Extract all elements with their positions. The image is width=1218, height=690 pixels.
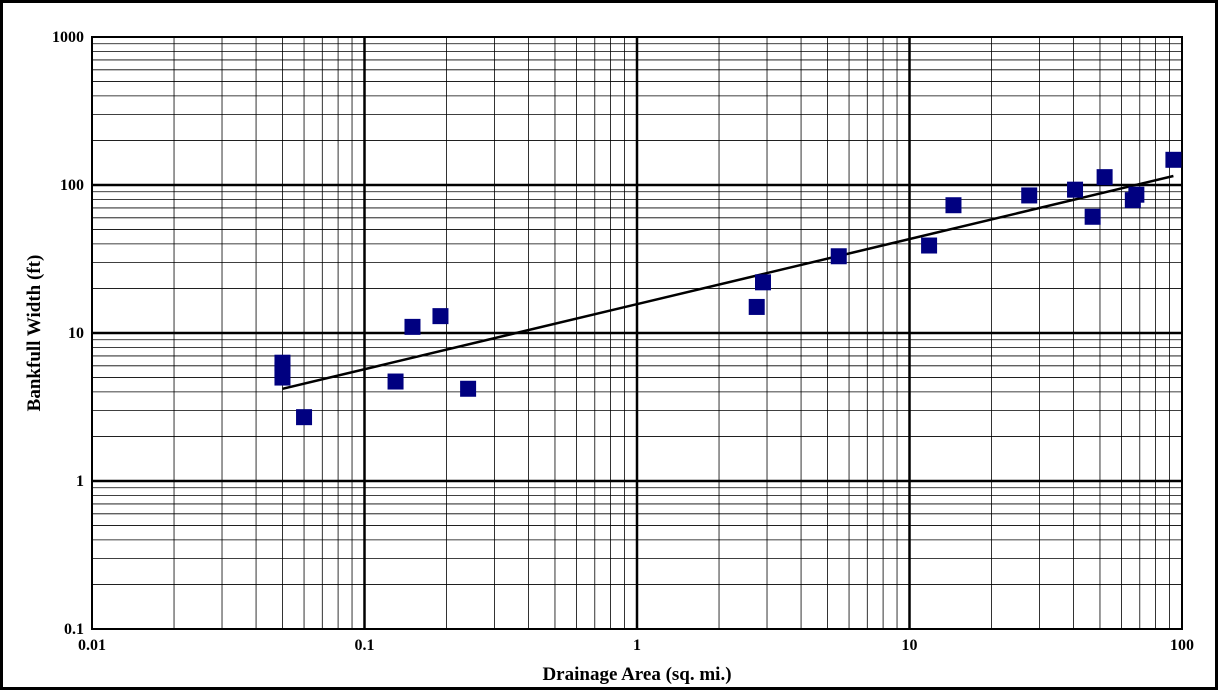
data-point xyxy=(404,318,421,335)
data-point xyxy=(1128,186,1145,203)
data-point xyxy=(296,409,313,426)
x-tick-label: 1 xyxy=(633,637,641,654)
data-point xyxy=(1165,151,1182,168)
y-tick-labels: 0.1 1 10 100 1000 xyxy=(52,29,84,638)
x-tick-label: 0.01 xyxy=(78,637,106,654)
x-tick-labels: 0.01 0.1 1 10 100 xyxy=(78,637,1194,654)
data-point xyxy=(1084,208,1101,225)
y-tick-label: 1 xyxy=(76,473,84,490)
x-axis-label: Drainage Area (sq. mi.) xyxy=(542,664,731,685)
data-point xyxy=(387,373,404,390)
data-point xyxy=(1096,169,1113,186)
data-point xyxy=(830,248,847,265)
data-point xyxy=(748,298,765,315)
data-point xyxy=(921,237,938,254)
trendline-path xyxy=(282,174,1174,391)
data-point xyxy=(460,380,477,397)
data-point xyxy=(274,369,291,386)
data-point xyxy=(1067,181,1084,198)
data-point xyxy=(945,197,962,214)
data-points xyxy=(274,151,1182,426)
data-point xyxy=(755,274,772,291)
x-tick-label: 100 xyxy=(1170,637,1194,654)
major-gridlines xyxy=(92,37,1182,629)
y-tick-label: 0.1 xyxy=(64,621,84,638)
x-tick-label: 0.1 xyxy=(355,637,375,654)
y-tick-label: 1000 xyxy=(52,29,84,46)
y-tick-label: 100 xyxy=(60,177,84,194)
data-point xyxy=(1021,187,1038,204)
data-point xyxy=(432,308,449,325)
x-tick-label: 10 xyxy=(902,637,918,654)
y-axis-label: Bankfull Width (ft) xyxy=(24,255,45,412)
plot-area-border xyxy=(91,36,1183,630)
trendline xyxy=(282,174,1174,391)
y-tick-label: 10 xyxy=(68,325,84,342)
